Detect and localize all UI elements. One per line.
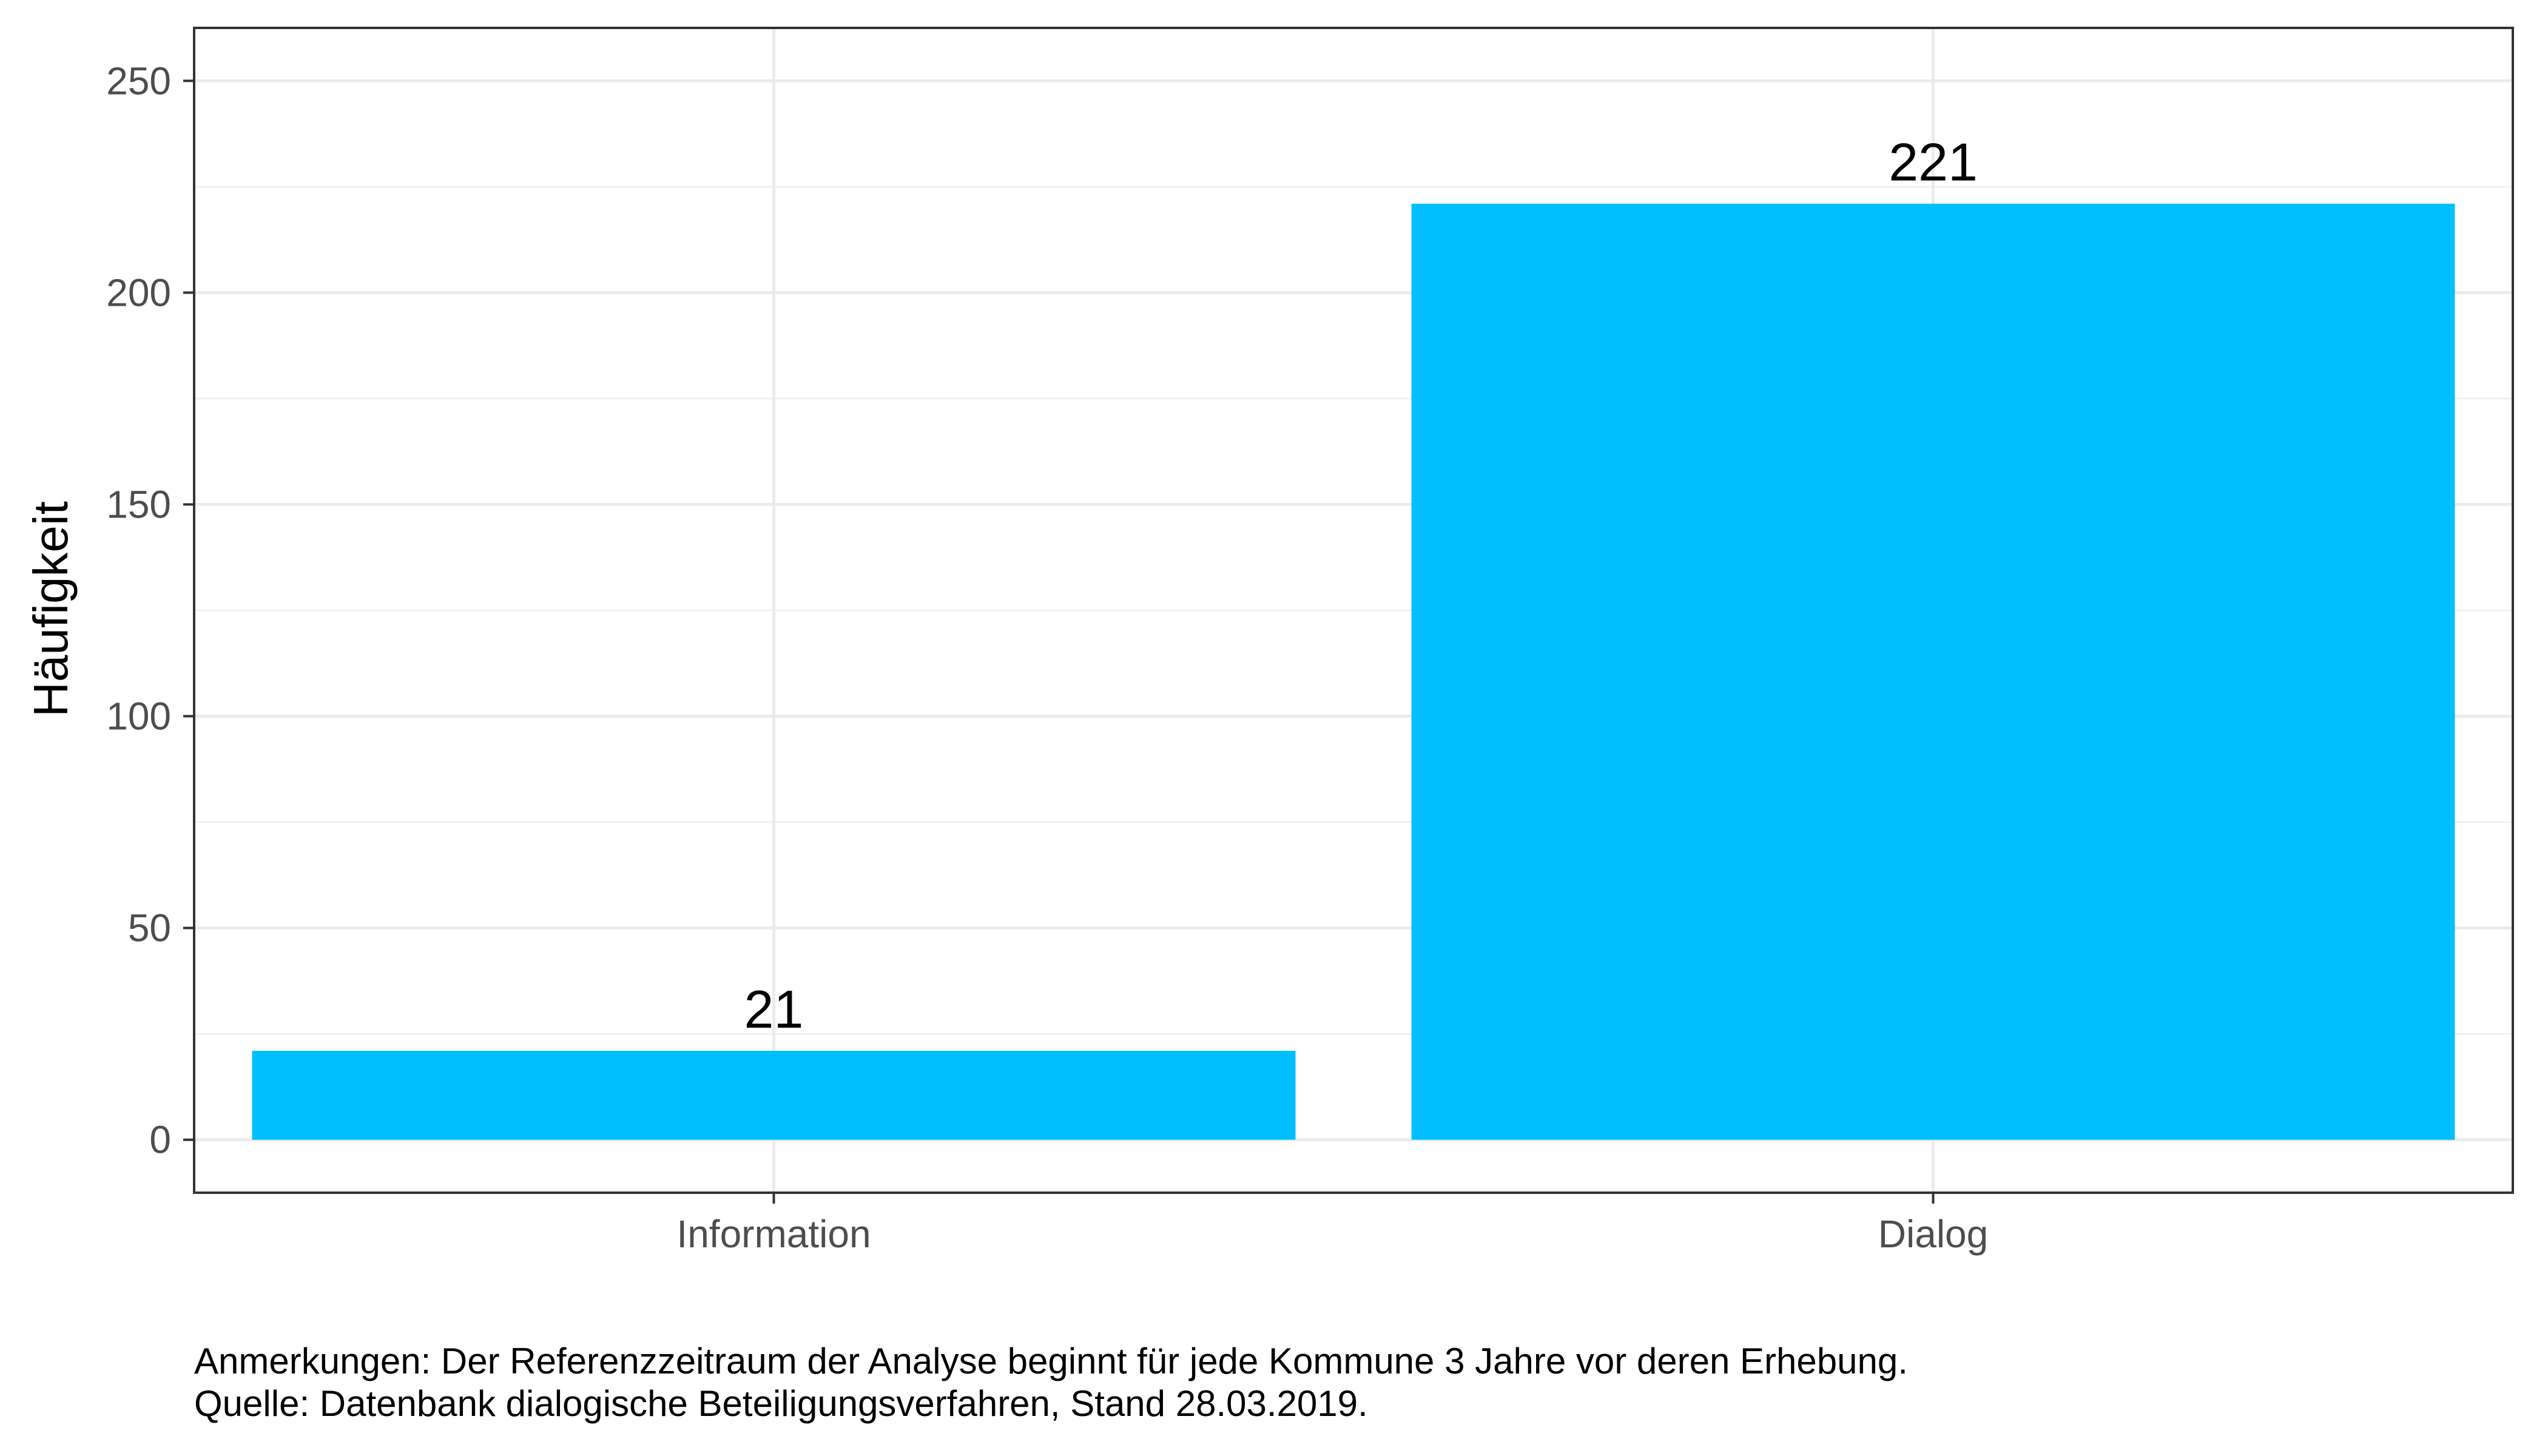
plot-panel-border	[193, 27, 2514, 1194]
y-tick-label: 200	[106, 271, 171, 314]
bar	[1411, 203, 2455, 1140]
data-labels: 21 221	[744, 132, 1978, 1039]
x-axis: Information Dialog	[676, 1193, 1988, 1256]
bars	[252, 203, 2455, 1140]
y-tick-label: 250	[106, 59, 171, 103]
y-tick-label: 50	[128, 906, 171, 950]
data-label: 21	[744, 979, 804, 1039]
y-axis-title: Häufigkeit	[24, 501, 78, 717]
y-tick-label: 150	[106, 482, 171, 526]
data-label: 221	[1889, 132, 1978, 192]
x-tick-label: Dialog	[1878, 1212, 1988, 1256]
x-tick-label: Information	[676, 1212, 871, 1256]
source-note: Quelle: Datenbank dialogische Beteiligun…	[194, 1383, 1368, 1424]
y-tick-label: 100	[106, 695, 171, 738]
remark-note: Anmerkungen: Der Referenzzeitraum der An…	[194, 1341, 1908, 1381]
y-axis: 0 50 100 150 200 250	[106, 59, 194, 1162]
y-tick-label: 0	[149, 1118, 171, 1162]
bar	[252, 1051, 1296, 1140]
